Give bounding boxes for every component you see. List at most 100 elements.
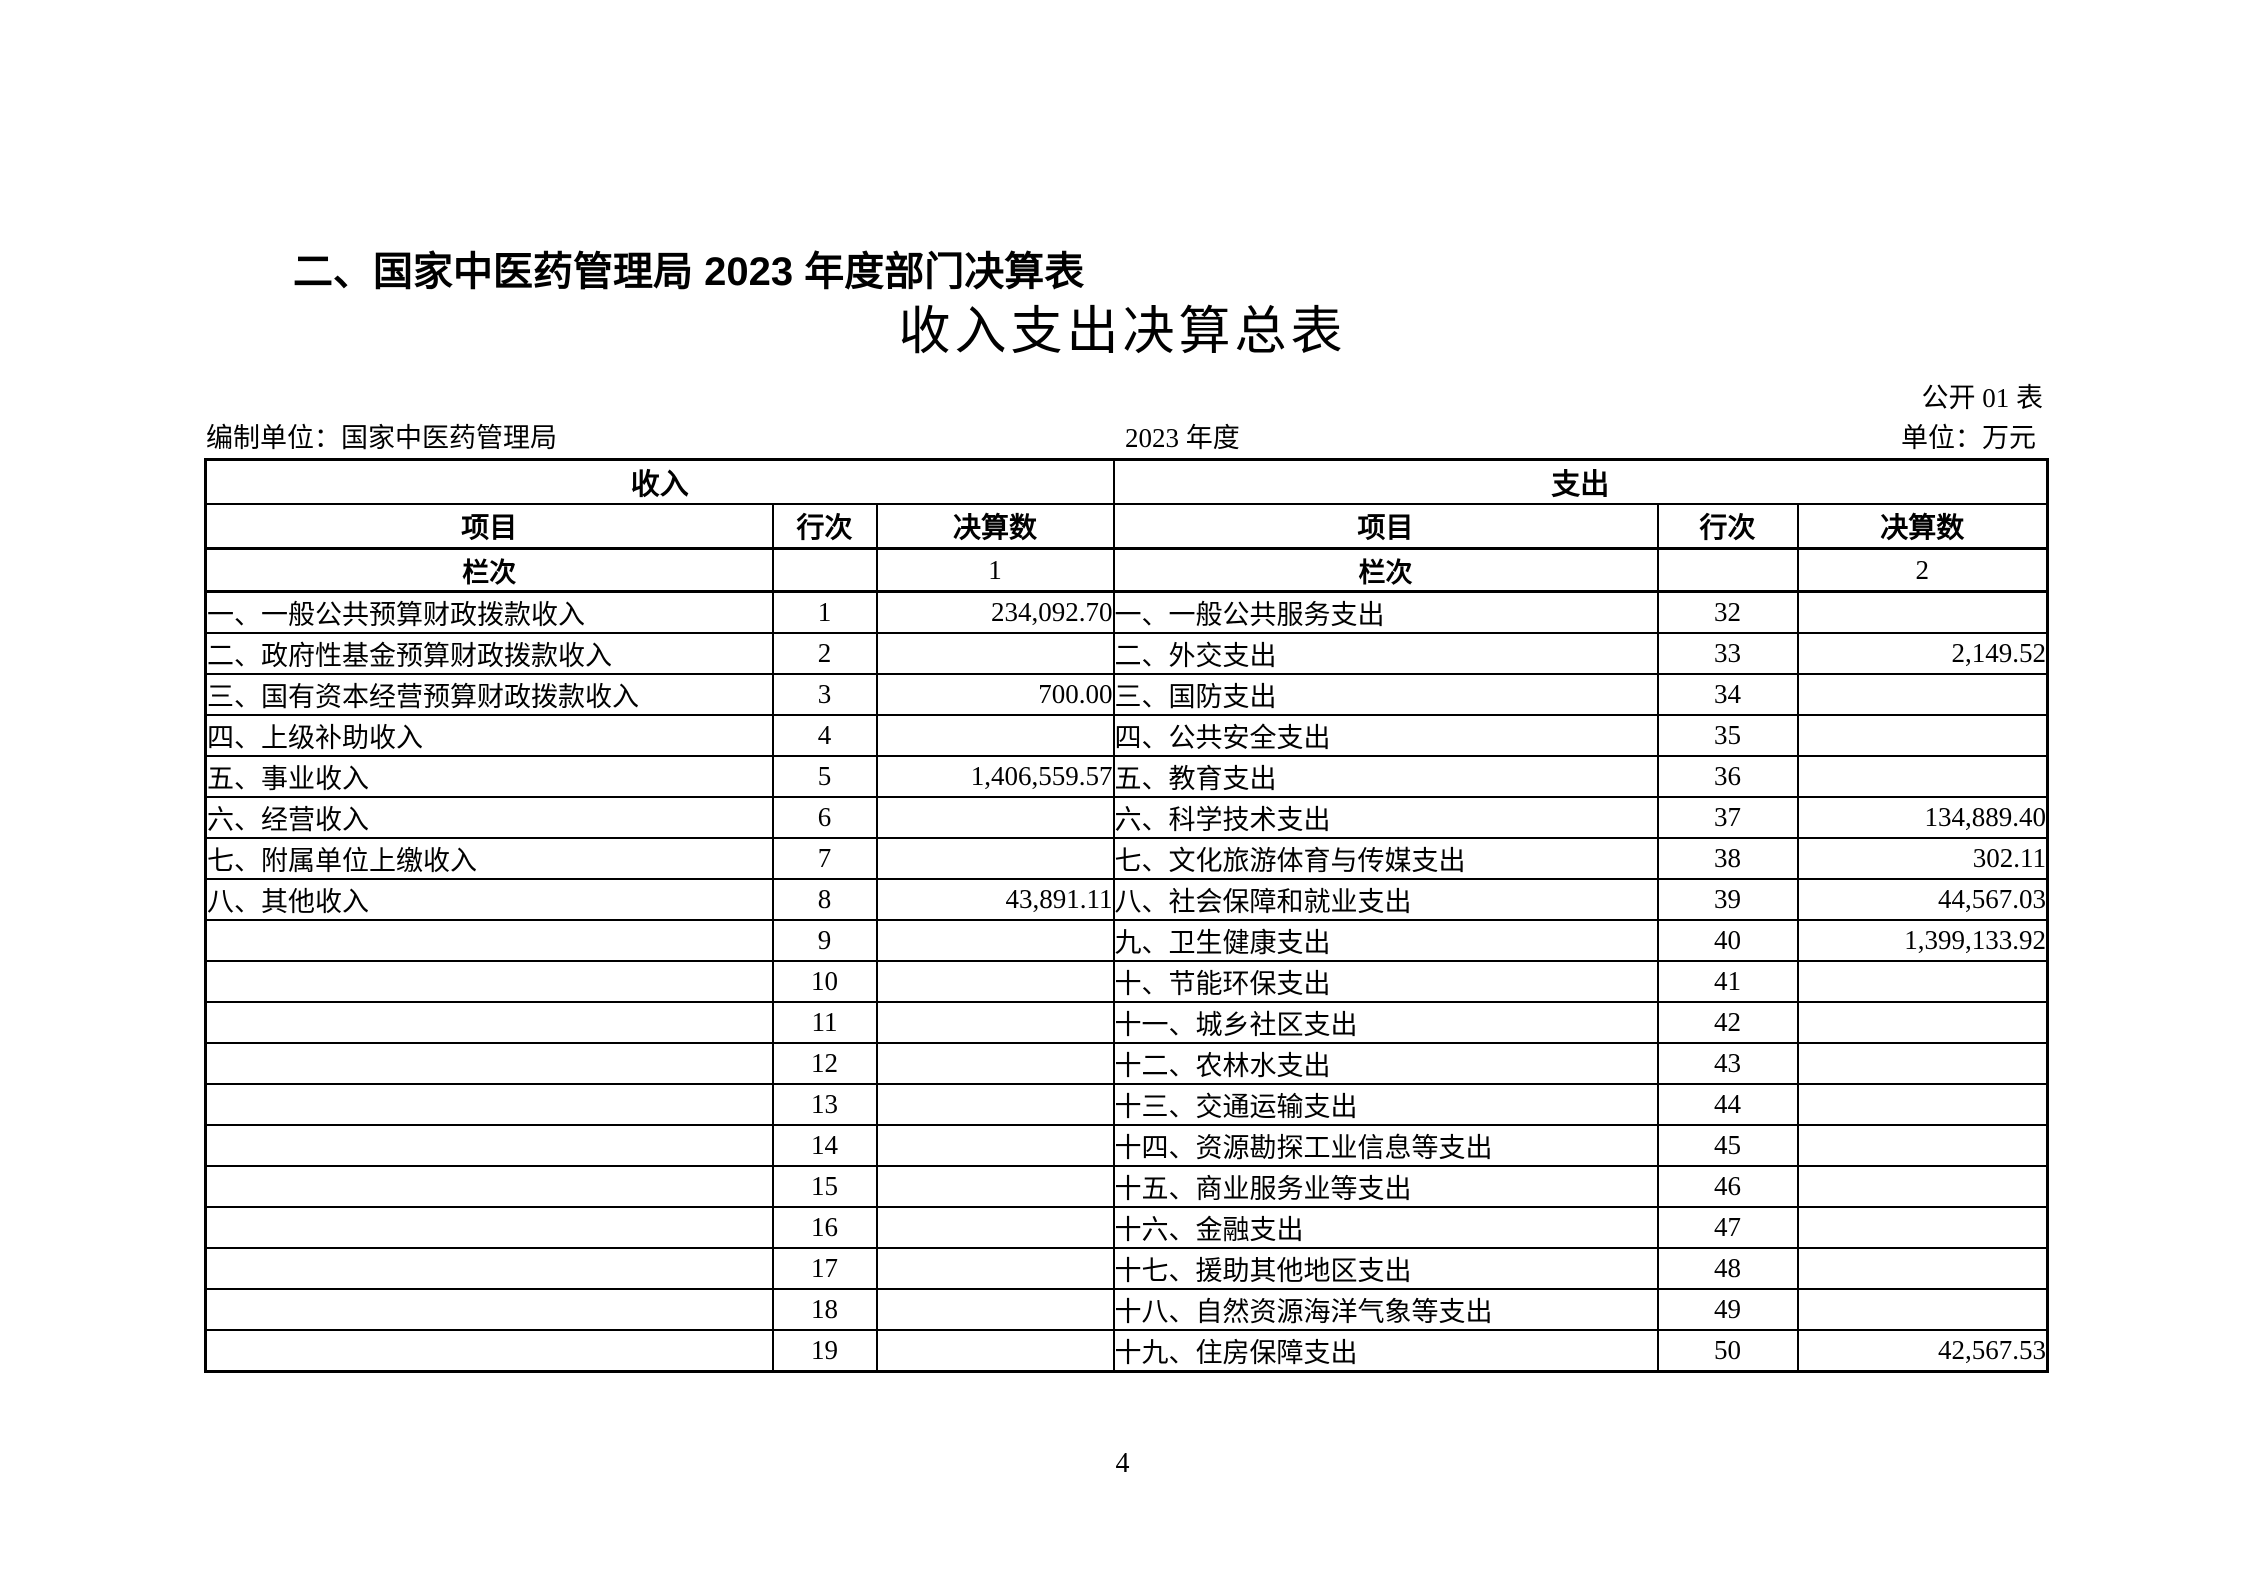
expense-amount-cell: 42,567.53 [1796,1329,2049,1373]
expense-item-cell: 九、卫生健康支出 [1112,919,1659,962]
expense-line-cell: 50 [1656,1329,1799,1373]
expense-amount-cell: 1,399,133.92 [1796,919,2049,962]
income-amount-cell [875,919,1115,962]
expense-line-cell: 49 [1656,1288,1799,1331]
expense-item-header: 项目 [1112,503,1659,550]
income-amount-cell [875,960,1115,1003]
income-amount-cell [875,796,1115,839]
table-row-column-headers: 项目 行次 决算数 项目 行次 决算数 [204,503,2049,550]
table-row: 14 十四、资源勘探工业信息等支出 45 [204,1124,2049,1167]
income-lanci-line-cell [771,547,878,593]
expense-amount-cell [1796,755,2049,798]
income-amount-cell [875,1165,1115,1208]
table-row: 三、国有资本经营预算财政拨款收入 3 700.00 三、国防支出 34 [204,673,2049,716]
expense-amount-cell: 2,149.52 [1796,632,2049,675]
table-row-column-index: 栏次 1 栏次 2 [204,547,2049,593]
expense-line-cell: 45 [1656,1124,1799,1167]
income-amount-cell [875,714,1115,757]
expense-item-cell: 一、一般公共服务支出 [1112,590,1659,634]
expense-item-cell: 十一、城乡社区支出 [1112,1001,1659,1044]
expense-item-cell: 三、国防支出 [1112,673,1659,716]
expense-amount-cell: 302.11 [1796,837,2049,880]
income-item-header: 项目 [204,503,774,550]
table-row: 一、一般公共预算财政拨款收入 1 234,092.70 一、一般公共服务支出 32 [204,590,2049,634]
expense-amount-header: 决算数 [1796,503,2049,550]
income-amount-cell [875,632,1115,675]
expense-amount-cell [1796,1288,2049,1331]
income-item-cell [204,1206,774,1249]
expense-amount-cell: 44,567.03 [1796,878,2049,921]
income-item-cell: 四、上级补助收入 [204,714,774,757]
expense-item-cell: 四、公共安全支出 [1112,714,1659,757]
income-item-cell [204,1083,774,1126]
expense-line-cell: 34 [1656,673,1799,716]
table-row: 五、事业收入 5 1,406,559.57 五、教育支出 36 [204,755,2049,798]
table-row: 17 十七、援助其他地区支出 48 [204,1247,2049,1290]
expense-lanci-label: 栏次 [1112,547,1659,593]
table-title: 收入支出决算总表 [898,304,1347,361]
expense-amount-cell [1796,1247,2049,1290]
fiscal-year-label: 2023 年度 [1125,423,1240,453]
table-row: 9 九、卫生健康支出 40 1,399,133.92 [204,919,2049,962]
page-number: 4 [1115,1448,1130,1479]
expense-amount-cell [1796,1124,2049,1167]
income-item-cell [204,1165,774,1208]
unit-label: 单位：万元 [1901,423,2036,453]
income-amount-cell [875,1042,1115,1085]
expense-item-cell: 十二、农林水支出 [1112,1042,1659,1085]
expense-item-cell: 六、科学技术支出 [1112,796,1659,839]
expense-line-cell: 43 [1656,1042,1799,1085]
income-section-header: 收入 [204,458,1115,505]
expense-amount-cell [1796,1165,2049,1208]
income-line-cell: 10 [771,960,878,1003]
expense-section-header: 支出 [1112,458,2049,505]
income-amount-cell [875,1288,1115,1331]
income-line-cell: 5 [771,755,878,798]
income-column-index: 1 [875,547,1115,593]
expense-item-cell: 五、教育支出 [1112,755,1659,798]
expense-line-cell: 37 [1656,796,1799,839]
income-amount-cell [875,1124,1115,1167]
expense-amount-cell [1796,1042,2049,1085]
income-line-cell: 3 [771,673,878,716]
revenue-expenditure-table: 收入 支出 项目 行次 决算数 项目 行次 决算数 栏次 1 栏次 2 一、一般… [204,458,2049,1373]
income-item-cell: 三、国有资本经营预算财政拨款收入 [204,673,774,716]
income-amount-cell [875,1329,1115,1373]
table-row: 13 十三、交通运输支出 44 [204,1083,2049,1126]
income-line-cell: 18 [771,1288,878,1331]
expense-amount-cell [1796,673,2049,716]
income-line-cell: 14 [771,1124,878,1167]
income-item-cell: 七、附属单位上缴收入 [204,837,774,880]
expense-amount-cell [1796,960,2049,1003]
table-code-label: 公开 01 表 [1921,383,2044,413]
table-row: 15 十五、商业服务业等支出 46 [204,1165,2049,1208]
table-body: 一、一般公共预算财政拨款收入 1 234,092.70 一、一般公共服务支出 32 二、政… [204,590,2049,1373]
table-row: 六、经营收入 6 六、科学技术支出 37 134,889.40 [204,796,2049,839]
income-item-cell: 五、事业收入 [204,755,774,798]
income-amount-header: 决算数 [875,503,1115,550]
income-line-cell: 1 [771,590,878,634]
section-title: 二、国家中医药管理局 2023 年度部门决算表 [293,250,1085,294]
income-line-cell: 15 [771,1165,878,1208]
income-item-cell [204,1329,774,1373]
expense-item-cell: 八、社会保障和就业支出 [1112,878,1659,921]
income-item-cell [204,1042,774,1085]
expense-amount-cell [1796,714,2049,757]
income-amount-cell: 1,406,559.57 [875,755,1115,798]
expense-line-cell: 36 [1656,755,1799,798]
income-line-cell: 17 [771,1247,878,1290]
table-row: 18 十八、自然资源海洋气象等支出 49 [204,1288,2049,1331]
expense-lanci-line-cell [1656,547,1799,593]
table-meta-row: 编制单位：国家中医药管理局 2023 年度 单位：万元 [204,421,2046,455]
expense-line-cell: 48 [1656,1247,1799,1290]
table-row: 19 十九、住房保障支出 50 42,567.53 [204,1329,2049,1373]
expense-line-cell: 33 [1656,632,1799,675]
expense-line-cell: 46 [1656,1165,1799,1208]
expense-item-cell: 十六、金融支出 [1112,1206,1659,1249]
expense-item-cell: 七、文化旅游体育与传媒支出 [1112,837,1659,880]
income-amount-cell [875,837,1115,880]
income-line-cell: 16 [771,1206,878,1249]
table-row-section-headers: 收入 支出 [204,458,2049,505]
expense-line-cell: 35 [1656,714,1799,757]
